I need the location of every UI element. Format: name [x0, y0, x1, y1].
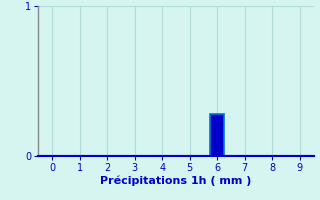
- Bar: [211, 114, 224, 156]
- X-axis label: Précipitations 1h ( mm ): Précipitations 1h ( mm ): [100, 176, 252, 186]
